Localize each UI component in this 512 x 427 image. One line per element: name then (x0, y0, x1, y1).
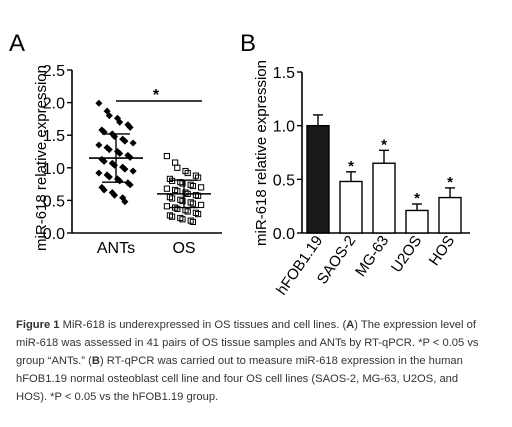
data-point (195, 174, 202, 181)
caption-b-text: ) RT-qPCR was carried out to measure miR… (16, 355, 463, 403)
data-point (121, 165, 129, 173)
caption-figure-label: Figure 1 (16, 319, 60, 331)
caption-intro: MiR-618 is underexpressed in OS tissues … (59, 319, 347, 331)
data-point (126, 123, 134, 131)
data-point (124, 151, 132, 159)
data-point (95, 169, 103, 177)
data-point (163, 203, 171, 210)
data-point (184, 208, 191, 215)
data-point (163, 152, 171, 160)
x-tick-label-b: U2OS (388, 233, 425, 276)
x-tick-label-a: OS (172, 240, 195, 257)
y-tick-label-b: 1.0 (273, 119, 295, 136)
data-point (189, 182, 197, 190)
data-point (184, 169, 191, 177)
x-tick-label-b: HOS (426, 233, 459, 269)
data-point (95, 99, 103, 107)
data-point (174, 164, 181, 171)
significance-star-a: * (153, 87, 160, 104)
y-tick-label-b: 1.5 (273, 65, 295, 82)
bar-saos-2 (339, 180, 363, 234)
significance-star: * (381, 136, 387, 153)
data-point (179, 216, 186, 223)
data-point (95, 141, 103, 149)
data-point (105, 112, 113, 120)
data-point (195, 210, 202, 218)
data-point (169, 213, 176, 220)
data-point (198, 201, 205, 209)
scatter-group-os (163, 152, 205, 226)
data-point (129, 167, 137, 175)
data-point (121, 137, 129, 145)
data-point (100, 186, 108, 194)
x-tick-label-a: ANTs (97, 240, 135, 257)
data-point (129, 139, 137, 147)
y-tick-label-a: 2.0 (43, 96, 65, 113)
bar-mg-63 (372, 162, 396, 234)
y-tick-label-a: 1.0 (43, 161, 65, 178)
significance-star: * (348, 158, 354, 175)
y-tick-label-a: 0.5 (43, 193, 65, 210)
y-tick-label-b: 0.5 (273, 172, 295, 189)
data-point (179, 197, 186, 205)
bar-hos (438, 196, 462, 234)
data-point (121, 198, 129, 206)
x-tick-label-b: MG-63 (352, 233, 392, 280)
significance-star: * (447, 174, 453, 191)
y-tick-label-a: 2.5 (43, 63, 65, 80)
data-point (163, 185, 171, 192)
panel-a-letter: A (9, 30, 26, 57)
data-point (100, 157, 108, 165)
data-point (105, 173, 113, 181)
caption-a-ref: A (346, 319, 355, 331)
significance-star: * (414, 190, 420, 207)
bar-hfob1-19 (306, 124, 330, 234)
data-point (110, 191, 119, 199)
data-point (189, 218, 197, 226)
data-point (169, 195, 176, 202)
data-point (116, 149, 124, 157)
data-point (172, 159, 179, 166)
data-point (105, 146, 113, 154)
figure-caption: Figure 1 MiR-618 is underexpressed in OS… (16, 316, 486, 406)
y-tick-label-a: 0.0 (43, 226, 65, 243)
data-point (116, 118, 124, 126)
y-axis-label-b: miR-618 relative expression (253, 60, 270, 246)
bar-u2os (405, 209, 429, 234)
data-point (189, 200, 197, 207)
y-tick-label-b: 0.0 (273, 226, 295, 243)
caption-a-text: ) The expression level of miR-618 was as… (16, 319, 479, 367)
data-point (198, 184, 205, 191)
data-point (174, 205, 181, 212)
y-axis-label-a: miR-618 relative expression (33, 65, 50, 251)
y-tick-label-a: 1.5 (43, 128, 65, 145)
panel-b-letter: B (240, 30, 257, 57)
caption-b-ref: B (91, 355, 100, 367)
